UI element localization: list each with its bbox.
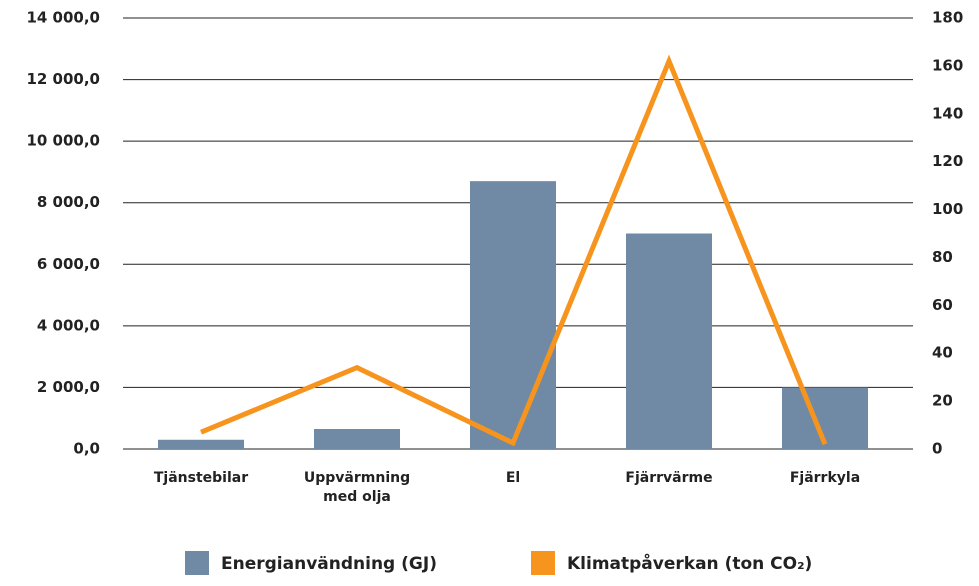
x-tick-label: Uppvärmning med olja — [303, 470, 411, 505]
y2-tick-label: 180 — [932, 9, 963, 27]
y-tick-label: 8 000,0 — [37, 193, 100, 211]
y-tick-label: 14 000,0 — [26, 9, 100, 27]
bar — [158, 439, 244, 449]
legend-swatch — [185, 551, 209, 575]
y-tick-label: 2 000,0 — [37, 378, 100, 396]
y2-tick-label: 60 — [932, 296, 953, 314]
y-tick-label: 12 000,0 — [26, 70, 100, 88]
x-tick-label: Tjänstebilar — [153, 470, 249, 486]
y2-tick-label: 80 — [932, 248, 953, 266]
y2-tick-label: 20 — [932, 392, 953, 410]
y2-tick-label: 140 — [932, 104, 963, 122]
x-tick-label: Fjärrvärme — [625, 470, 713, 486]
y2-tick-label: 40 — [932, 344, 953, 362]
legend-swatch — [531, 551, 555, 575]
bar — [470, 181, 556, 449]
line — [200, 54, 828, 447]
x-tick-label: Fjärrkyla — [789, 470, 861, 486]
x-tick-label: El — [505, 470, 521, 486]
legend-label: Klimatpåverkan (ton CO₂) — [567, 552, 812, 574]
bar — [626, 233, 712, 449]
y-tick-label: 4 000,0 — [37, 316, 100, 334]
bar — [314, 428, 400, 449]
legend-label: Energianvändning (GJ) — [221, 554, 437, 574]
y-tick-label: 0,0 — [73, 440, 100, 458]
y2-tick-label: 100 — [932, 200, 963, 218]
y-tick-label: 10 000,0 — [26, 132, 100, 150]
y2-tick-label: 0 — [932, 440, 942, 458]
y2-tick-label: 160 — [932, 56, 963, 74]
y-tick-label: 6 000,0 — [37, 255, 100, 273]
y2-tick-label: 120 — [932, 152, 963, 170]
